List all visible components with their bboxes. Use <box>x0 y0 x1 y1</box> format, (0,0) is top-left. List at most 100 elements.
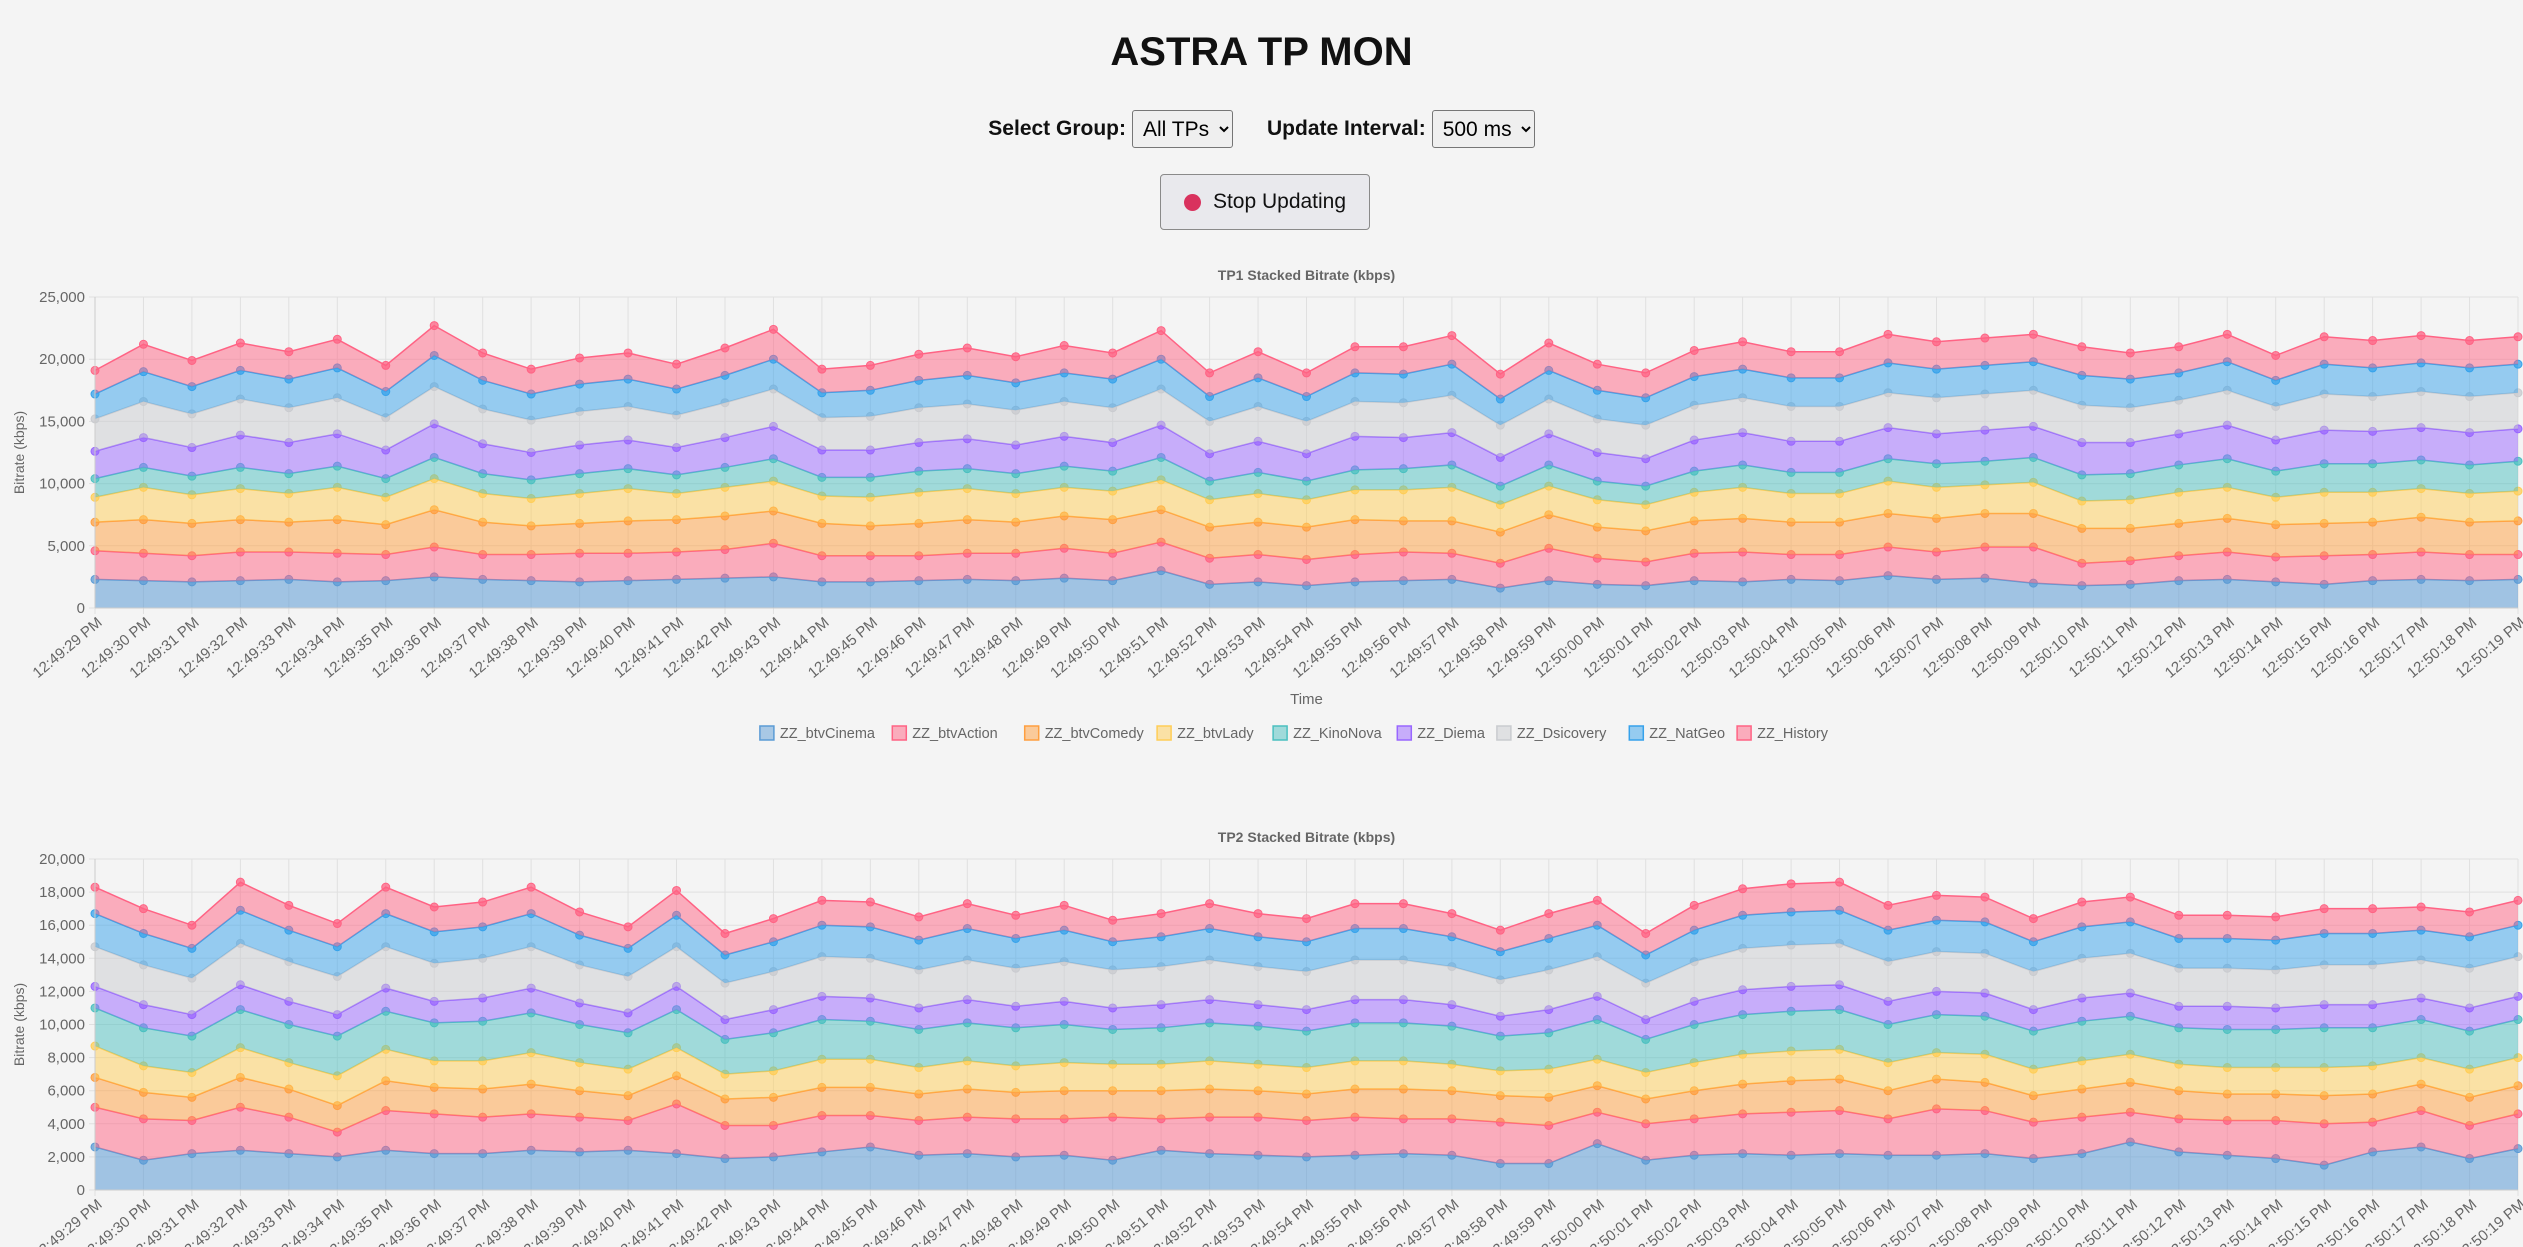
data-point[interactable] <box>1108 348 1118 358</box>
data-point[interactable] <box>235 877 245 887</box>
data-point[interactable] <box>1641 368 1651 378</box>
data-point[interactable] <box>768 914 778 924</box>
data-point[interactable] <box>1738 884 1748 894</box>
data-point[interactable] <box>1253 347 1263 357</box>
data-point[interactable] <box>138 904 148 914</box>
data-point[interactable] <box>1059 900 1069 910</box>
data-point[interactable] <box>1980 333 1990 343</box>
data-point[interactable] <box>1011 910 1021 920</box>
data-point[interactable] <box>1302 368 1311 378</box>
data-point[interactable] <box>1689 900 1699 910</box>
data-point[interactable] <box>1495 925 1505 935</box>
legend-label[interactable]: ZZ_Diema <box>1417 726 1486 742</box>
data-point[interactable] <box>623 922 633 932</box>
data-point[interactable] <box>1980 892 1990 902</box>
legend-swatch[interactable] <box>1628 725 1645 741</box>
data-point[interactable] <box>2125 892 2135 902</box>
data-point[interactable] <box>2416 331 2426 341</box>
data-point[interactable] <box>2416 902 2426 912</box>
data-point[interactable] <box>914 349 924 359</box>
data-point[interactable] <box>623 348 633 358</box>
data-point[interactable] <box>429 321 439 331</box>
legend-label[interactable]: ZZ_NatGeo <box>1649 726 1725 742</box>
legend-swatch[interactable] <box>891 725 908 741</box>
data-point[interactable] <box>2271 350 2281 360</box>
data-point[interactable] <box>1205 368 1215 378</box>
legend-label[interactable]: ZZ_btvComedy <box>1045 726 1145 742</box>
data-point[interactable] <box>2028 914 2038 924</box>
data-point[interactable] <box>138 339 148 349</box>
data-point[interactable] <box>2319 904 2329 914</box>
data-point[interactable] <box>1592 359 1602 369</box>
data-point[interactable] <box>817 364 827 374</box>
legend-swatch[interactable] <box>1156 725 1172 741</box>
legend-swatch[interactable] <box>1496 725 1512 741</box>
data-point[interactable] <box>526 364 536 374</box>
legend-label[interactable]: ZZ_KinoNova <box>1293 726 1383 742</box>
data-point[interactable] <box>1495 369 1505 379</box>
data-point[interactable] <box>575 353 585 363</box>
data-point[interactable] <box>284 347 294 357</box>
data-point[interactable] <box>478 897 488 907</box>
legend-swatch[interactable] <box>1272 725 1288 741</box>
data-point[interactable] <box>2271 912 2281 922</box>
data-point[interactable] <box>865 360 875 370</box>
data-point[interactable] <box>1883 329 1893 339</box>
data-point[interactable] <box>1108 915 1118 925</box>
data-point[interactable] <box>1931 337 1941 347</box>
data-point[interactable] <box>1253 909 1263 919</box>
data-point[interactable] <box>1592 895 1602 905</box>
data-point[interactable] <box>1786 347 1796 357</box>
data-point[interactable] <box>1544 909 1554 919</box>
data-point[interactable] <box>1398 899 1408 909</box>
data-point[interactable] <box>1011 352 1021 362</box>
data-point[interactable] <box>332 334 342 344</box>
data-point[interactable] <box>768 324 778 334</box>
data-point[interactable] <box>1883 900 1893 910</box>
data-point[interactable] <box>429 902 439 912</box>
data-point[interactable] <box>962 899 972 909</box>
data-point[interactable] <box>187 355 197 365</box>
interval-select[interactable]: 500 ms <box>1431 110 1535 148</box>
data-point[interactable] <box>1447 331 1457 341</box>
legend-swatch[interactable] <box>1023 725 1040 741</box>
data-point[interactable] <box>1544 338 1554 348</box>
data-point[interactable] <box>1931 890 1941 900</box>
group-select[interactable]: All TPs <box>1132 110 1233 148</box>
data-point[interactable] <box>2222 329 2232 339</box>
data-point[interactable] <box>2174 342 2184 352</box>
data-point[interactable] <box>187 920 197 930</box>
legend-swatch[interactable] <box>759 725 775 741</box>
data-point[interactable] <box>1398 342 1408 352</box>
legend-label[interactable]: ZZ_btvCinema <box>780 726 876 742</box>
data-point[interactable] <box>2125 348 2135 358</box>
data-point[interactable] <box>1302 914 1311 924</box>
legend-swatch[interactable] <box>1396 725 1413 741</box>
data-point[interactable] <box>2465 907 2475 917</box>
data-point[interactable] <box>1738 337 1748 347</box>
data-point[interactable] <box>1641 928 1651 938</box>
data-point[interactable] <box>235 338 245 348</box>
stop-updating-button[interactable]: Stop Updating <box>1160 174 1370 230</box>
data-point[interactable] <box>720 343 730 353</box>
data-point[interactable] <box>381 360 391 370</box>
data-point[interactable] <box>2077 342 2087 352</box>
data-point[interactable] <box>1205 899 1215 909</box>
data-point[interactable] <box>962 343 972 353</box>
data-point[interactable] <box>1350 899 1360 909</box>
legend-label[interactable]: ZZ_btvLady <box>1177 726 1254 742</box>
data-point[interactable] <box>1059 341 1069 351</box>
data-point[interactable] <box>478 348 488 358</box>
data-point[interactable] <box>1835 877 1845 887</box>
data-point[interactable] <box>1835 347 1845 357</box>
data-point[interactable] <box>2465 336 2475 346</box>
data-point[interactable] <box>1350 342 1360 352</box>
legend-label[interactable]: ZZ_History <box>1757 726 1829 742</box>
data-point[interactable] <box>1786 879 1796 889</box>
data-point[interactable] <box>2222 910 2232 920</box>
data-point[interactable] <box>914 912 924 922</box>
data-point[interactable] <box>381 882 391 892</box>
data-point[interactable] <box>1447 909 1457 919</box>
data-point[interactable] <box>2368 904 2378 914</box>
data-point[interactable] <box>284 900 294 910</box>
